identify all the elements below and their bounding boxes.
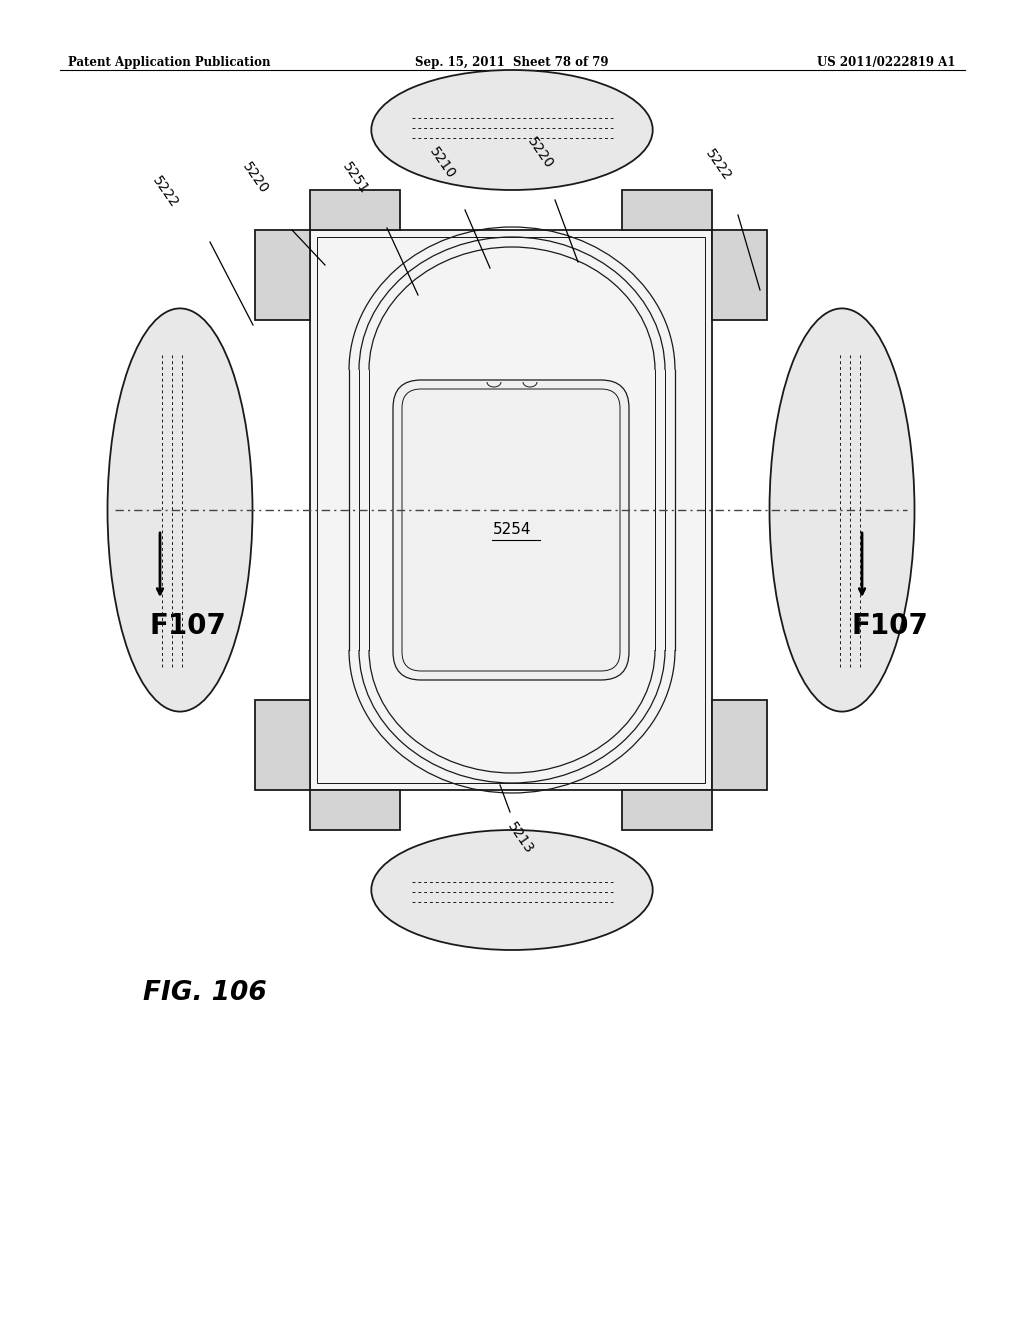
Bar xyxy=(622,789,712,830)
Bar xyxy=(622,190,712,230)
Text: 5220: 5220 xyxy=(240,160,270,197)
Text: FIG. 106: FIG. 106 xyxy=(143,979,266,1006)
Bar xyxy=(712,700,767,789)
Bar xyxy=(255,700,310,789)
Ellipse shape xyxy=(108,309,253,711)
Text: 5222: 5222 xyxy=(702,147,734,183)
Bar xyxy=(310,190,400,230)
Text: Sep. 15, 2011  Sheet 78 of 79: Sep. 15, 2011 Sheet 78 of 79 xyxy=(416,55,608,69)
Ellipse shape xyxy=(372,830,652,950)
FancyBboxPatch shape xyxy=(393,380,629,680)
Text: 5254: 5254 xyxy=(493,523,531,537)
Text: 5213: 5213 xyxy=(504,820,536,857)
Ellipse shape xyxy=(769,309,914,711)
Text: F107: F107 xyxy=(852,612,929,640)
Text: 5220: 5220 xyxy=(524,135,556,172)
Text: Patent Application Publication: Patent Application Publication xyxy=(68,55,270,69)
Text: US 2011/0222819 A1: US 2011/0222819 A1 xyxy=(816,55,955,69)
Ellipse shape xyxy=(372,70,652,190)
Bar xyxy=(310,789,400,830)
Bar xyxy=(255,230,310,319)
Bar xyxy=(310,230,712,789)
Text: 5251: 5251 xyxy=(339,160,371,197)
Bar xyxy=(712,230,767,319)
Text: 5222: 5222 xyxy=(150,174,181,210)
Text: 5210: 5210 xyxy=(426,145,458,181)
Bar xyxy=(317,238,705,783)
Text: F107: F107 xyxy=(150,612,227,640)
